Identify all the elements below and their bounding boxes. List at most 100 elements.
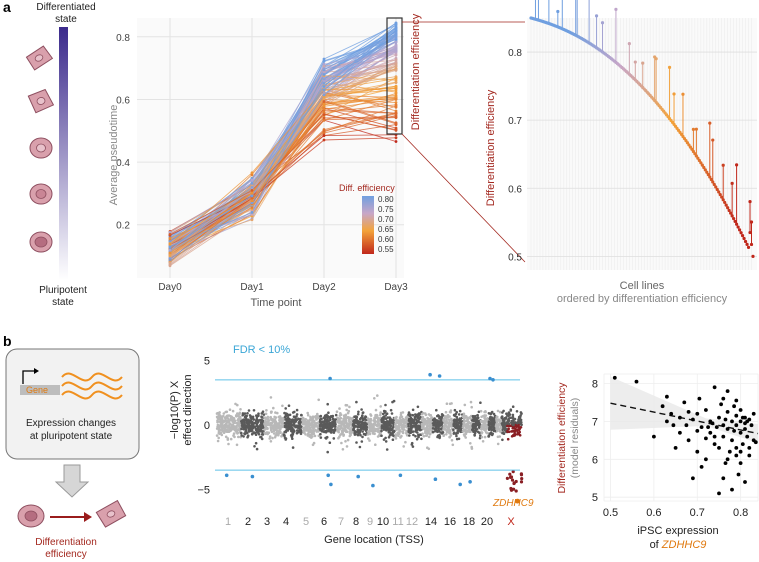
ranked-point-alt [681, 92, 685, 96]
manhattan-point [416, 405, 420, 409]
scatter-x-label-1: iPSC expression [637, 525, 718, 537]
manhattan-point [418, 421, 422, 424]
manhattan-point [479, 401, 482, 405]
manhattan-point [470, 447, 474, 450]
manhattan-point [439, 431, 442, 434]
manhattan-point [384, 440, 388, 443]
ranked-point [715, 187, 719, 192]
manhattan-point [231, 409, 235, 413]
significant-point-2 [437, 374, 442, 378]
pseudotime-point [394, 115, 398, 119]
manhattan-point [502, 432, 506, 436]
pseudotime-line [169, 113, 397, 260]
manhattan-point [319, 421, 323, 424]
scatter-point-44 [738, 461, 743, 465]
manhattan-point [302, 421, 305, 424]
pseudotime-point [322, 79, 326, 83]
pseudotime-point [394, 27, 398, 30]
manhattan-point [479, 427, 483, 431]
scatter-point-36 [732, 404, 736, 409]
manhattan-point [255, 415, 259, 418]
manhattan-point [452, 432, 456, 435]
manhattan-point [222, 414, 225, 418]
manhattan-point [342, 434, 345, 437]
ranked-y-axis-label: Differentiation efficiency [485, 89, 497, 206]
manhattan-point [475, 428, 479, 431]
manhattan-point [474, 417, 478, 420]
manhattan-point [269, 396, 273, 399]
scatter-x-label-prefix: of [650, 539, 662, 551]
manhattan-point [215, 412, 219, 415]
manhattan-point [380, 420, 384, 424]
manhattan-point [451, 443, 455, 447]
chrom-tick-16: 16 [444, 516, 456, 528]
schematic-box [5, 348, 140, 460]
scatter-point-78 [734, 446, 739, 450]
manhattan-point [319, 432, 322, 436]
scatter-point-61 [710, 421, 715, 426]
manhattan-point [414, 434, 417, 438]
chrom-tick-20: 20 [481, 516, 493, 528]
manhattan-point [230, 427, 233, 431]
manhattan-point [291, 411, 295, 414]
manhattan-point [299, 425, 303, 428]
manhattan-point [437, 427, 440, 430]
efficiency-ranked-chart: 0.50.60.70.8 Differentiation efficiency … [485, 0, 757, 305]
manhattan-point [447, 422, 450, 425]
manhattan-point [348, 419, 351, 423]
manhattan-point [356, 412, 360, 416]
manhattan-point [263, 422, 267, 425]
manhattan-point [457, 413, 461, 416]
pseudotime-point [394, 95, 398, 99]
manhattan-point [509, 416, 512, 420]
manhattan-point [219, 420, 222, 424]
manhattan-point [389, 433, 393, 436]
manhattan-point [438, 433, 441, 437]
ranked-point [733, 219, 737, 224]
pseudotime-point [322, 85, 326, 88]
pseudotime-point [322, 97, 326, 101]
manhattan-point [437, 424, 440, 428]
manhattan-point [284, 418, 287, 421]
manhattan-point [509, 409, 513, 412]
scatter-point-12 [695, 411, 700, 416]
manhattan-point [376, 394, 379, 397]
chrom-tick-X: X [507, 516, 515, 528]
manhattan-point [429, 426, 432, 430]
scatter-x-tick-3: 0.8 [733, 507, 748, 519]
ranked-point [739, 231, 743, 235]
chrom-tick-8: 8 [353, 516, 359, 528]
manhattan-point [456, 430, 459, 434]
scatter-point-19 [712, 385, 717, 390]
expression-schematic: Gene Expression changes at pluripotent s… [5, 348, 140, 560]
manhattan-point [285, 428, 289, 432]
manhattan-point [341, 448, 345, 451]
scatter-point-56 [652, 434, 656, 439]
manhattan-point [490, 410, 494, 414]
manhattan-point [375, 424, 379, 428]
pseudotime-point [322, 73, 326, 76]
ranked-point [723, 200, 727, 205]
x-tick-label-3: Day3 [384, 282, 408, 293]
pseudotime-point [322, 100, 326, 103]
significant-point-4 [488, 376, 492, 381]
scatter-point-5 [671, 423, 676, 428]
ranked-point [727, 208, 731, 213]
manhattan-point [292, 418, 296, 422]
x-tick-label-1: Day1 [240, 282, 264, 293]
manhattan-point [459, 429, 462, 432]
manhattan-point [220, 423, 223, 427]
manhattan-point [384, 436, 387, 440]
manhattan-point [356, 428, 360, 431]
manhattan-point [361, 414, 364, 417]
pseudotime-point [250, 171, 254, 175]
manhattan-point [310, 417, 314, 420]
scatter-point-47 [743, 427, 747, 431]
manhattan-point [407, 422, 410, 426]
manhattan-point [274, 411, 277, 414]
manhattan-point [241, 413, 244, 417]
scatter-point-31 [725, 389, 730, 393]
manhattan-y-tick-1: 0 [204, 420, 210, 432]
manhattan-point [506, 429, 509, 433]
legend-tick-0: 0.80 [378, 195, 394, 204]
